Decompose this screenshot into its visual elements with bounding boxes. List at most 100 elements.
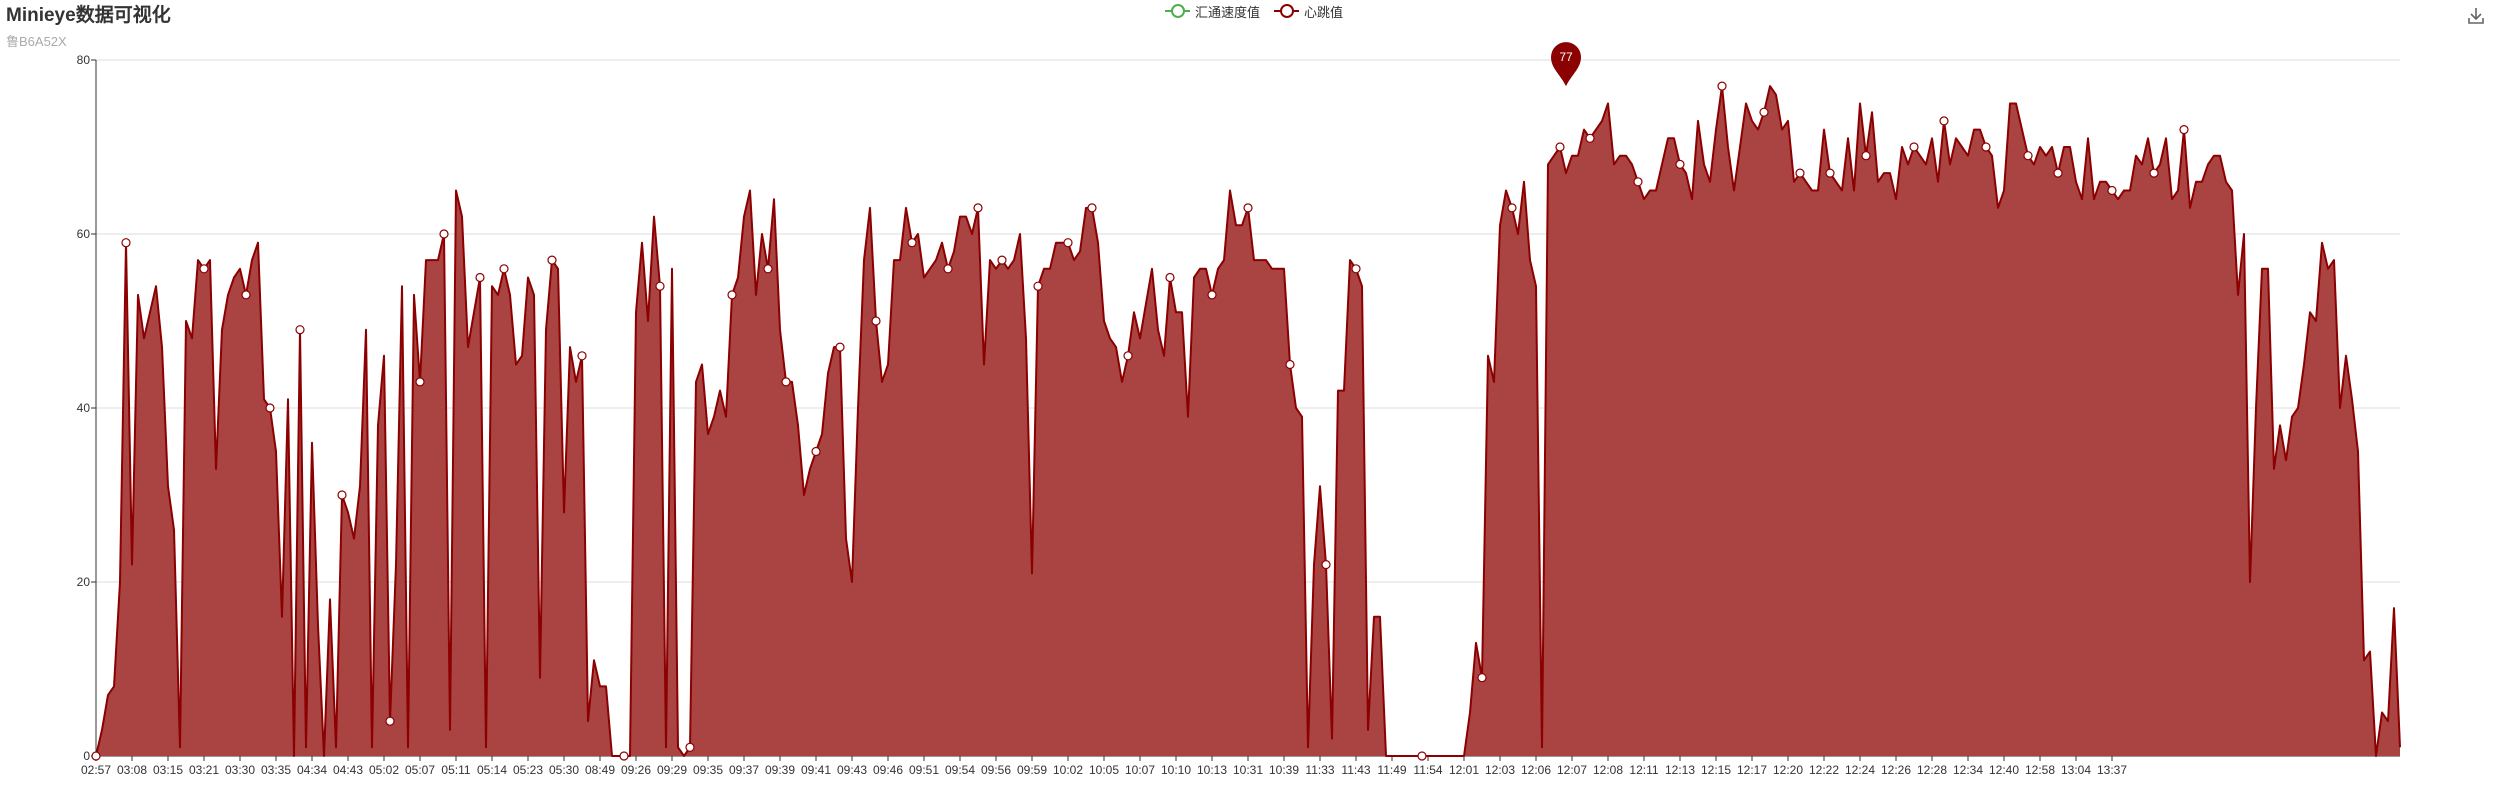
data-point[interactable] bbox=[997, 255, 1007, 265]
x-tick-label: 10:05 bbox=[1089, 763, 1119, 777]
x-tick-label: 05:23 bbox=[513, 763, 543, 777]
data-point[interactable] bbox=[499, 264, 509, 274]
data-point[interactable] bbox=[1087, 203, 1097, 213]
x-tick-label: 09:54 bbox=[945, 763, 975, 777]
x-tick-label: 13:37 bbox=[2097, 763, 2127, 777]
data-point[interactable] bbox=[1033, 281, 1043, 291]
data-point[interactable] bbox=[265, 403, 275, 413]
download-icon[interactable] bbox=[2466, 6, 2486, 26]
data-point[interactable] bbox=[91, 751, 101, 761]
data-point[interactable] bbox=[475, 272, 485, 283]
x-tick-label: 09:37 bbox=[729, 763, 759, 777]
y-tick-label: 40 bbox=[77, 401, 91, 415]
data-point[interactable] bbox=[1123, 351, 1133, 361]
data-point[interactable] bbox=[2149, 168, 2159, 178]
data-point[interactable] bbox=[1585, 133, 1595, 143]
data-point[interactable] bbox=[1477, 673, 1487, 683]
series-area bbox=[96, 86, 2400, 757]
x-tick-label: 10:13 bbox=[1197, 763, 1227, 777]
data-point[interactable] bbox=[811, 446, 821, 457]
data-point[interactable] bbox=[1825, 168, 1835, 178]
data-point[interactable] bbox=[1795, 168, 1805, 178]
x-tick-label: 12:15 bbox=[1701, 763, 1731, 777]
x-tick-label: 05:02 bbox=[369, 763, 399, 777]
data-point[interactable] bbox=[1063, 238, 1073, 248]
data-point[interactable] bbox=[619, 751, 629, 761]
max-pin-label: 77 bbox=[1559, 50, 1573, 64]
data-point[interactable] bbox=[1321, 559, 1331, 570]
data-point[interactable] bbox=[1207, 290, 1217, 300]
data-point[interactable] bbox=[763, 264, 773, 274]
data-point[interactable] bbox=[295, 325, 305, 335]
legend-item-heartbeat[interactable]: 心跳值 bbox=[1274, 2, 1343, 21]
x-tick-label: 10:39 bbox=[1269, 763, 1299, 777]
data-point[interactable] bbox=[727, 290, 737, 300]
data-point[interactable] bbox=[1351, 264, 1361, 274]
x-tick-label: 12:13 bbox=[1665, 763, 1695, 777]
data-point[interactable] bbox=[685, 742, 695, 752]
data-point[interactable] bbox=[439, 229, 449, 239]
data-point[interactable] bbox=[1981, 142, 1991, 152]
data-point[interactable] bbox=[973, 203, 983, 213]
x-tick-label: 12:17 bbox=[1737, 763, 1767, 777]
x-tick-label: 08:49 bbox=[585, 763, 615, 777]
data-point[interactable] bbox=[121, 238, 131, 248]
data-point[interactable] bbox=[1243, 203, 1253, 213]
x-tick-label: 12:08 bbox=[1593, 763, 1623, 777]
data-point[interactable] bbox=[1165, 272, 1175, 283]
y-tick-label: 0 bbox=[83, 749, 90, 763]
data-point[interactable] bbox=[1633, 177, 1643, 187]
data-point[interactable] bbox=[241, 290, 251, 300]
data-point[interactable] bbox=[907, 238, 917, 248]
data-point[interactable] bbox=[1675, 159, 1685, 169]
x-tick-label: 03:21 bbox=[189, 763, 219, 777]
data-point[interactable] bbox=[871, 316, 881, 326]
x-tick-label: 12:58 bbox=[2025, 763, 2055, 777]
x-tick-label: 13:04 bbox=[2061, 763, 2091, 777]
data-point[interactable] bbox=[577, 351, 587, 361]
data-point[interactable] bbox=[2179, 125, 2189, 135]
data-point[interactable] bbox=[1717, 81, 1727, 91]
x-tick-label: 09:29 bbox=[657, 763, 687, 777]
data-point[interactable] bbox=[337, 490, 347, 500]
data-point[interactable] bbox=[385, 716, 395, 726]
data-point[interactable] bbox=[1555, 142, 1565, 152]
data-point[interactable] bbox=[2107, 185, 2117, 196]
x-tick-label: 04:34 bbox=[297, 763, 327, 777]
series-heartbeat bbox=[95, 85, 2401, 757]
x-tick-label: 12:28 bbox=[1917, 763, 1947, 777]
legend-label-speed: 汇通速度值 bbox=[1195, 4, 1261, 20]
data-point[interactable] bbox=[415, 377, 425, 387]
data-point[interactable] bbox=[1285, 359, 1295, 370]
data-point[interactable] bbox=[835, 342, 845, 352]
series-markers bbox=[91, 81, 2189, 761]
data-point[interactable] bbox=[781, 377, 791, 387]
x-tick-label: 03:08 bbox=[117, 763, 147, 777]
x-tick-label: 05:14 bbox=[477, 763, 507, 777]
data-point[interactable] bbox=[655, 281, 665, 291]
data-point[interactable] bbox=[2053, 168, 2063, 178]
x-tick-label: 02:57 bbox=[81, 763, 111, 777]
data-point[interactable] bbox=[1507, 203, 1517, 213]
x-tick-label: 12:01 bbox=[1449, 763, 1479, 777]
y-tick-label: 60 bbox=[77, 227, 91, 241]
max-marker[interactable]: 77 bbox=[1551, 42, 1581, 87]
data-point[interactable] bbox=[1909, 142, 1919, 152]
data-point[interactable] bbox=[2023, 151, 2033, 161]
data-point[interactable] bbox=[199, 264, 209, 274]
x-tick-label: 11:43 bbox=[1341, 763, 1370, 777]
x-tick-label: 03:15 bbox=[153, 763, 183, 777]
x-tick-label: 09:35 bbox=[693, 763, 723, 777]
data-point[interactable] bbox=[1939, 116, 1949, 126]
x-tick-label: 12:03 bbox=[1485, 763, 1515, 777]
data-point[interactable] bbox=[1861, 151, 1871, 161]
data-point[interactable] bbox=[547, 255, 557, 265]
data-point[interactable] bbox=[943, 264, 953, 274]
data-point[interactable] bbox=[1759, 107, 1769, 117]
page-subtitle: 鲁B6A52X bbox=[6, 34, 67, 49]
legend-item-speed[interactable]: 汇通速度值 bbox=[1165, 2, 1260, 21]
x-tick-label: 09:43 bbox=[837, 763, 867, 777]
data-point[interactable] bbox=[1417, 751, 1427, 761]
page-title: Minieye数据可视化 bbox=[6, 5, 171, 26]
x-tick-label: 03:30 bbox=[225, 763, 255, 777]
